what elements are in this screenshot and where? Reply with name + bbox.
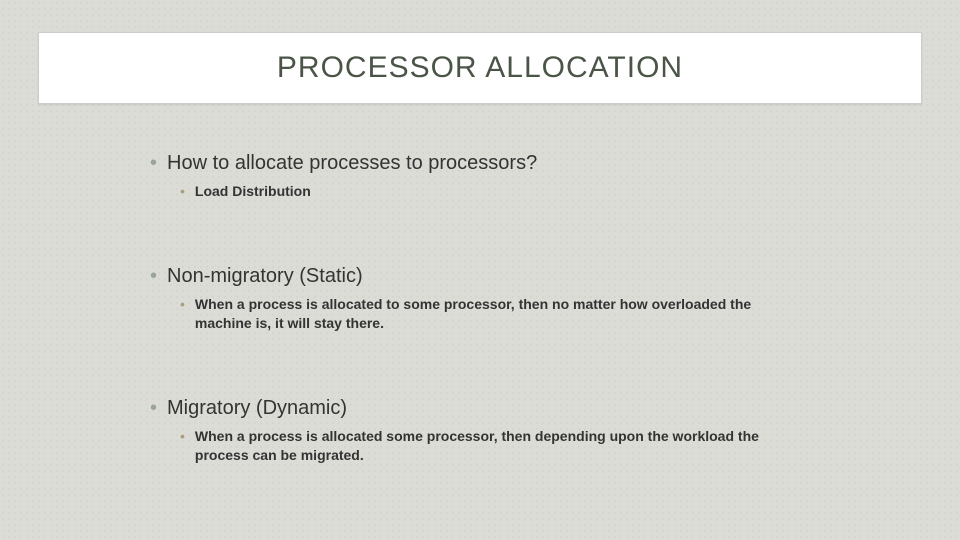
bullet-dot-icon: • [150, 395, 157, 421]
section-subtext: Load Distribution [195, 182, 311, 201]
bullet-dot-icon: • [180, 182, 185, 201]
section-heading: Migratory (Dynamic) [167, 395, 347, 421]
bullet-level-1: • Migratory (Dynamic) [150, 395, 850, 421]
section-1: • Non-migratory (Static) • When a proces… [150, 263, 850, 333]
bullet-level-1: • Non-migratory (Static) [150, 263, 850, 289]
bullet-dot-icon: • [150, 150, 157, 176]
section-heading: How to allocate processes to processors? [167, 150, 537, 176]
bullet-dot-icon: • [180, 295, 185, 314]
section-heading: Non-migratory (Static) [167, 263, 363, 289]
bullet-level-2: • When a process is allocated some proce… [180, 427, 850, 465]
slide-title: PROCESSOR ALLOCATION [277, 51, 683, 85]
section-subtext: When a process is allocated to some proc… [195, 295, 795, 333]
bullet-level-2: • Load Distribution [180, 182, 850, 201]
section-0: • How to allocate processes to processor… [150, 150, 850, 201]
bullet-level-2: • When a process is allocated to some pr… [180, 295, 850, 333]
bullet-dot-icon: • [150, 263, 157, 289]
slide-body: • How to allocate processes to processor… [150, 150, 850, 464]
bullet-dot-icon: • [180, 427, 185, 446]
section-subtext: When a process is allocated some process… [195, 427, 795, 465]
bullet-level-1: • How to allocate processes to processor… [150, 150, 850, 176]
title-box: PROCESSOR ALLOCATION [38, 32, 922, 104]
section-2: • Migratory (Dynamic) • When a process i… [150, 395, 850, 465]
